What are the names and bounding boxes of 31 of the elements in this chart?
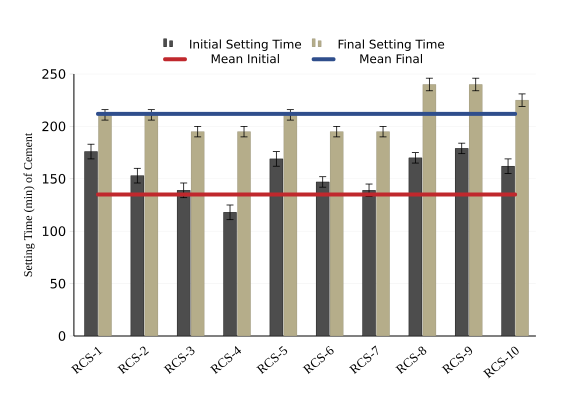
legend-label: Mean Initial bbox=[212, 54, 279, 64]
bar bbox=[237, 131, 251, 336]
bar bbox=[130, 175, 144, 336]
bar bbox=[190, 131, 204, 336]
bar bbox=[422, 84, 436, 336]
bar bbox=[501, 166, 515, 336]
bar bbox=[316, 182, 330, 336]
legend-label: Initial Setting Time bbox=[190, 39, 302, 51]
bar bbox=[515, 100, 529, 336]
bar bbox=[270, 158, 284, 336]
bar bbox=[376, 131, 390, 336]
y-tick-label: 50 bbox=[50, 278, 66, 289]
bar bbox=[469, 84, 482, 336]
bar bbox=[284, 114, 298, 336]
y-tick-label: 250 bbox=[42, 69, 66, 79]
y-tick-label: 200 bbox=[42, 122, 66, 132]
y-tick-label: 0 bbox=[58, 331, 66, 341]
bar bbox=[176, 190, 190, 336]
bar bbox=[362, 190, 376, 336]
bar bbox=[98, 114, 112, 336]
bar bbox=[455, 148, 468, 336]
bar bbox=[330, 131, 344, 336]
y-axis-title: Setting Time (min) of Cement bbox=[24, 132, 35, 276]
legend-label: Final Setting Time bbox=[338, 39, 444, 51]
legend-label: Mean Final bbox=[360, 54, 422, 64]
bar bbox=[223, 212, 237, 336]
y-tick-label: 150 bbox=[42, 174, 66, 184]
bar bbox=[84, 151, 98, 336]
bar bbox=[144, 114, 158, 336]
y-tick-label: 100 bbox=[42, 226, 66, 236]
bar bbox=[408, 158, 422, 336]
